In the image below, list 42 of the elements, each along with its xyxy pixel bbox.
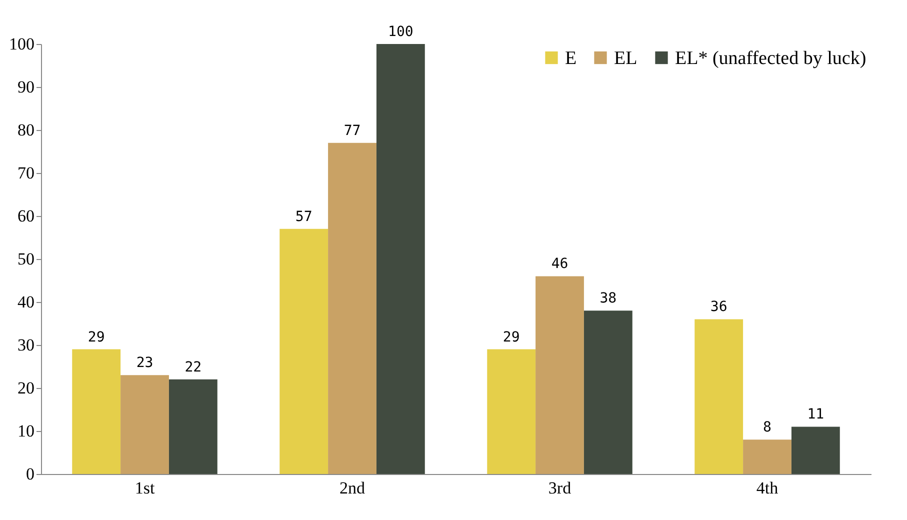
data-label: 57 [295, 208, 312, 225]
bar [168, 379, 218, 474]
bar [120, 375, 169, 474]
data-label: 22 [184, 359, 202, 376]
bar [280, 228, 328, 474]
bar [584, 310, 632, 474]
y-tick-label: 10 [18, 422, 34, 440]
bar [72, 349, 121, 474]
legend-label: E [565, 48, 577, 69]
data-label: 8 [763, 420, 772, 436]
y-tick-label: 60 [18, 206, 34, 226]
bar [791, 426, 840, 474]
bar [328, 142, 376, 474]
y-tick-label: 0 [26, 464, 34, 484]
legend-label: EL [614, 48, 638, 69]
y-tick-label: 20 [18, 378, 34, 398]
data-label: 11 [807, 406, 824, 423]
data-label: 38 [600, 290, 617, 307]
bar [743, 440, 792, 474]
y-tick-label: 30 [18, 336, 34, 354]
bar [376, 44, 425, 474]
data-label: 77 [344, 122, 361, 139]
x-tick-label: 1st [134, 478, 155, 498]
x-tick-label: 3rd [548, 478, 572, 498]
y-tick-label: 90 [18, 78, 34, 96]
bar [694, 319, 744, 474]
data-label: 100 [388, 24, 414, 40]
y-tick-label: 40 [18, 292, 34, 312]
data-label: 46 [551, 256, 568, 272]
y-tick-label: 70 [18, 164, 34, 182]
x-tick-label: 2nd [340, 478, 366, 498]
data-label: 29 [502, 329, 520, 346]
bar [487, 349, 536, 474]
x-tick-label: 4th [756, 478, 779, 498]
legend-label: EL* (unaffected by luck) [675, 48, 866, 69]
data-label: 29 [88, 329, 105, 346]
y-tick-label: 100 [9, 34, 34, 54]
y-tick-label: 80 [18, 120, 34, 140]
bar [536, 276, 584, 474]
y-tick-label: 50 [18, 250, 34, 268]
data-label: 23 [136, 355, 154, 372]
data-label: 36 [710, 299, 728, 316]
